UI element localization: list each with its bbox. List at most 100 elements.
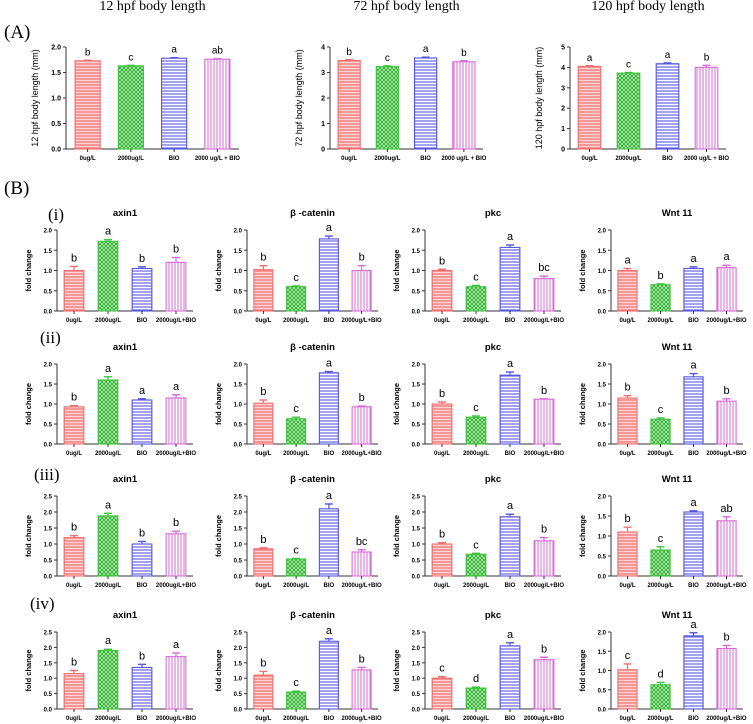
chart-title: β -catenin — [290, 474, 335, 485]
y-tick-label: 1.0 — [234, 543, 243, 549]
x-tick-label: 2000ug/L+BIO — [342, 583, 383, 589]
significance-letter: c — [293, 677, 299, 689]
significance-letter: a — [171, 45, 177, 56]
x-tick-label: 0ug/L — [66, 318, 82, 324]
significance-letter: c — [293, 544, 299, 556]
significance-letter: a — [665, 50, 671, 61]
x-tick-label: 0ug/L — [620, 451, 636, 457]
x-tick-label: 2000ug/L — [283, 318, 309, 324]
bar-1 — [577, 65, 602, 150]
x-tick-label: 2000ug/L — [95, 583, 121, 589]
significance-letter: b — [71, 392, 77, 404]
significance-letter: a — [105, 226, 112, 238]
significance-letter: b — [260, 657, 266, 669]
bar-1 — [617, 269, 638, 312]
bar-4 — [716, 520, 737, 577]
x-tick-label: 0ug/L — [434, 716, 450, 722]
y-tick-label: 0.0 — [44, 575, 53, 581]
y-tick-label: 1.5 — [598, 249, 607, 255]
row-label-ii: (ii) — [40, 328, 61, 347]
chart-11: Wnt 11 fold change 0.0 0.5 1.0 1.5 2.0 b 0ug/L c 2… — [578, 342, 747, 457]
chart-6: pkc fold change 0.0 0.5 1.0 1.5 2.0 b 0ug/L c 2000… — [392, 208, 564, 324]
significance-letter: ab — [212, 46, 224, 57]
significance-letter: b — [439, 255, 445, 267]
y-tick-label: 1.5 — [234, 383, 243, 389]
significance-letter: a — [507, 500, 514, 512]
significance-letter: a — [690, 253, 697, 265]
y-tick-label: 1.0 — [412, 269, 421, 275]
significance-letter: c — [293, 403, 299, 415]
y-tick-label: 1.0 — [598, 403, 607, 409]
y-tick-label: 0.5 — [412, 423, 421, 429]
y-axis-label: fold change — [578, 249, 587, 291]
panel-label-a: (A) — [4, 22, 30, 43]
bar-3 — [318, 238, 339, 312]
y-tick-label: 1.5 — [44, 661, 53, 667]
bar-2 — [465, 687, 487, 710]
x-tick-label: 0ug/L — [255, 583, 271, 589]
y-tick-label: 2.0 — [412, 363, 421, 369]
x-tick-label: 2000ug/L — [463, 583, 489, 589]
y-tick-label: 1.5 — [44, 527, 53, 533]
y-tick-label: 0.0 — [598, 443, 607, 449]
bar-3 — [413, 57, 438, 150]
x-tick-label: 2000ug/L — [463, 716, 489, 722]
y-tick-label: 0.5 — [234, 423, 243, 429]
chart-13: β -catenin fold change 0.0 0.5 1.0 1.5 2.0 2.5 b… — [214, 474, 382, 589]
y-tick-label: 0 — [321, 147, 325, 154]
bar-3 — [161, 57, 188, 150]
y-tick-label: 2.5 — [412, 495, 421, 501]
y-tick-label: 4 — [321, 45, 325, 52]
x-tick-label: 0ug/L — [255, 451, 271, 457]
x-tick-label: BIO — [137, 583, 148, 589]
x-tick-label: BIO — [137, 318, 148, 324]
y-axis-label: fold change — [392, 383, 401, 425]
y-tick-label: 0.5 — [44, 559, 53, 565]
y-tick-label: 2.0 — [412, 229, 421, 235]
x-tick-label: 2000ug/L+BIO — [706, 583, 747, 589]
x-tick-label: 2000ug/L — [283, 451, 309, 457]
y-tick-label: 0.0 — [412, 310, 421, 316]
y-tick-label: 2.0 — [44, 229, 53, 235]
bar-1 — [63, 673, 85, 710]
bar-1 — [617, 397, 638, 445]
x-tick-label: 2000ug/L+BIO — [342, 318, 383, 324]
chart-title: β -catenin — [290, 342, 335, 353]
chart-9: β -catenin fold change 0.0 0.5 1.0 1.5 2.0 b 0ug… — [214, 342, 382, 457]
y-axis-label: fold change — [24, 515, 33, 557]
significance-letter: b — [541, 524, 547, 536]
y-tick-label: 2.0 — [598, 495, 607, 501]
x-tick-label: 2000ug/L+BIO — [524, 583, 565, 589]
x-tick-label: 2000ug/L — [283, 583, 309, 589]
y-tick-label: 1.5 — [412, 527, 421, 533]
bar-1 — [431, 543, 453, 577]
significance-letter: bc — [356, 536, 368, 548]
bar-4 — [452, 61, 476, 150]
y-tick-label: 2.5 — [234, 631, 243, 637]
significance-letter: b — [173, 244, 179, 256]
x-tick-label: BIO — [505, 583, 516, 589]
significance-letter: a — [690, 497, 697, 509]
significance-letter: b — [260, 534, 266, 546]
chart-5: β -catenin fold change 0.0 0.5 1.0 1.5 2.0 b 0ug… — [214, 208, 382, 324]
x-tick-label: BIO — [137, 451, 148, 457]
bar-2 — [650, 418, 671, 445]
x-tick-label: 2000ug/L — [647, 716, 673, 722]
bar-3 — [499, 374, 521, 445]
y-tick-label: 1.5 — [412, 249, 421, 255]
significance-letter: b — [71, 252, 77, 264]
bar-2 — [465, 286, 487, 312]
y-tick-label: 1.5 — [412, 661, 421, 667]
bar-2 — [616, 72, 641, 150]
chart-title: Wnt 11 — [662, 342, 693, 353]
chart-7: Wnt 11 fold change 0.0 0.5 1.0 1.5 2.0 a 0ug/L b 2… — [578, 208, 747, 324]
y-axis-label: 72 hpf body length (mm) — [294, 49, 304, 147]
y-tick-label: 1.0 — [598, 269, 607, 275]
y-tick-label: 0.5 — [598, 289, 607, 295]
bar-2 — [286, 418, 307, 445]
x-tick-label: BIO — [688, 716, 699, 722]
y-tick-label: 0.0 — [412, 708, 421, 714]
y-tick-label: 2.0 — [44, 511, 53, 517]
significance-letter: a — [326, 490, 333, 502]
